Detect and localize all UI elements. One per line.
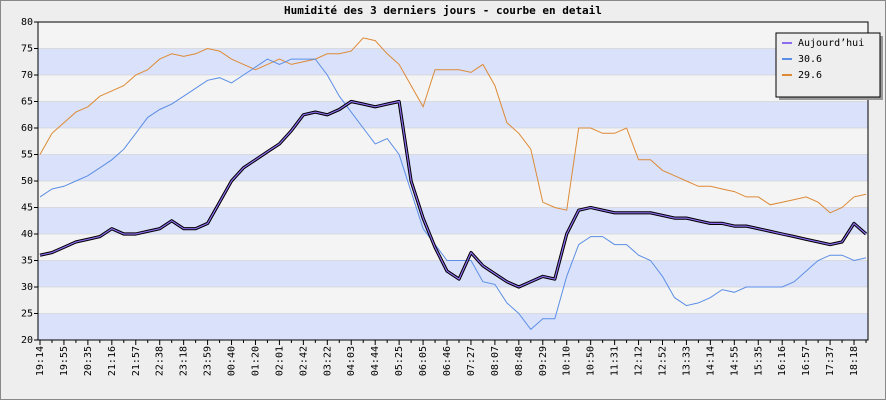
- line: [39, 100, 867, 288]
- legend-label: Aujourd’hui: [798, 38, 864, 49]
- x-tick-label: 18:18: [849, 346, 860, 376]
- band: [38, 22, 868, 49]
- y-tick-label: 25: [21, 309, 33, 320]
- x-tick-label: 05:25: [394, 346, 405, 376]
- x-tick-label: 02:01: [274, 346, 285, 376]
- x-tick-label: 14:55: [729, 346, 740, 376]
- x-tick-label: 07:27: [466, 346, 477, 376]
- line: [39, 37, 867, 214]
- x-tick-label: 17:37: [825, 346, 836, 376]
- x-tick-label: 15:35: [753, 346, 764, 376]
- x-tick-label: 08:48: [514, 346, 525, 376]
- x-tick-label: 06:05: [418, 346, 429, 376]
- y-tick-label: 40: [21, 229, 33, 240]
- band: [38, 181, 868, 208]
- x-tick-label: 00:40: [227, 346, 238, 376]
- band: [38, 101, 868, 128]
- x-tick-label: 14:14: [705, 346, 716, 376]
- y-tick-label: 55: [21, 150, 33, 161]
- y-tick-label: 30: [21, 282, 33, 293]
- x-tick-label: 20:35: [83, 346, 94, 376]
- x-tick-label: 13:33: [681, 346, 692, 376]
- y-tick-label: 60: [21, 123, 33, 134]
- x-tick-label: 22:38: [155, 346, 166, 376]
- x-tick-label: 19:55: [59, 346, 70, 376]
- band: [38, 313, 868, 340]
- x-tick-label: 19:14: [35, 346, 46, 376]
- band: [38, 154, 868, 181]
- x-tick-label: 11:31: [610, 346, 621, 376]
- band: [38, 234, 868, 261]
- y-tick-label: 50: [21, 176, 33, 187]
- x-tick-label: 03:22: [322, 346, 333, 376]
- x-tick-label: 12:52: [657, 346, 668, 376]
- y-tick-label: 45: [21, 203, 33, 214]
- x-tick-label: 10:10: [562, 346, 573, 376]
- x-tick-label: 06:46: [442, 346, 453, 376]
- x-tick-label: 12:12: [634, 346, 645, 376]
- plot-frame: [37, 21, 869, 341]
- legend-label: 30.6: [798, 54, 822, 65]
- x-tick-label: 23:18: [179, 346, 190, 376]
- line: [39, 58, 867, 331]
- x-tick-label: 04:03: [346, 346, 357, 376]
- y-tick-label: 65: [21, 97, 33, 108]
- y-tick-label: 70: [21, 70, 33, 81]
- legend: [775, 32, 881, 98]
- band: [38, 75, 868, 102]
- x-tick-label: 10:50: [586, 346, 597, 376]
- band: [38, 48, 868, 75]
- y-tick-label: 20: [21, 335, 33, 346]
- legend-label: 29.6: [798, 70, 822, 81]
- x-tick-label: 09:29: [538, 346, 549, 376]
- band: [38, 287, 868, 314]
- band: [38, 207, 868, 234]
- x-tick-label: 01:20: [250, 346, 261, 376]
- chart-title: Humidité des 3 derniers jours - courbe e…: [284, 4, 602, 17]
- x-tick-label: 16:57: [801, 346, 812, 376]
- x-tick-label: 21:57: [131, 346, 142, 376]
- x-tick-label: 02:42: [298, 346, 309, 376]
- y-tick-label: 75: [21, 44, 33, 55]
- x-tick-label: 16:16: [777, 346, 788, 376]
- x-tick-label: 23:59: [203, 346, 214, 376]
- y-tick-label: 35: [21, 256, 33, 267]
- x-tick-label: 08:07: [490, 346, 501, 376]
- y-tick-label: 80: [21, 17, 33, 28]
- x-tick-label: 21:16: [107, 346, 118, 376]
- x-tick-label: 04:44: [370, 346, 381, 376]
- band: [38, 128, 868, 155]
